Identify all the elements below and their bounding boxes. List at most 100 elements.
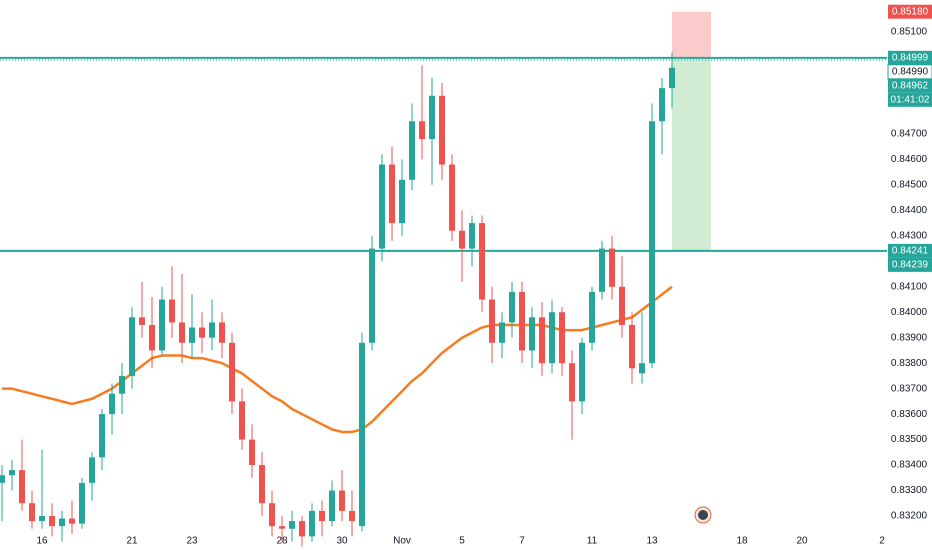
x-tick-label: 20	[796, 536, 808, 547]
price-label-box	[888, 50, 932, 65]
candle-body	[639, 363, 645, 374]
x-tick-label: 11	[587, 536, 598, 547]
candle-body	[649, 121, 655, 364]
x-tick-label: 7	[519, 536, 525, 547]
candle-body	[209, 322, 215, 338]
x-tick-label: 21	[126, 536, 138, 547]
stop-zone	[672, 11, 711, 58]
candle-body	[49, 515, 55, 527]
candle-body	[299, 521, 305, 537]
candle-body	[199, 327, 205, 338]
candle-body	[619, 286, 625, 325]
y-tick-label: 0.83500	[891, 434, 928, 445]
candle-body	[379, 164, 385, 249]
y-tick-label: 0.83700	[891, 383, 928, 394]
x-tick-label: 23	[186, 536, 198, 547]
candle-body	[479, 223, 485, 300]
price-label-box	[888, 78, 932, 93]
price-label-box	[888, 4, 932, 19]
candle-body	[89, 457, 95, 483]
price-label: 0.84962	[892, 80, 929, 91]
y-tick-label: 0.83800	[891, 358, 928, 369]
y-tick-label: 0.85100	[891, 27, 928, 38]
candle-body	[279, 526, 285, 529]
candle-body	[9, 470, 15, 476]
candle-body	[29, 503, 35, 522]
candle-body	[489, 299, 495, 343]
candle-body	[339, 490, 345, 511]
candle-body	[499, 322, 505, 343]
price-label: 0.85180	[892, 6, 929, 17]
candle-body	[509, 291, 515, 323]
candle-body	[169, 299, 175, 323]
candle-body	[419, 121, 425, 140]
y-tick-label: 0.84500	[891, 180, 928, 191]
price-label: 0.84241	[892, 246, 929, 257]
x-tick-label: 16	[36, 536, 48, 547]
y-tick-label: 0.84100	[891, 281, 928, 292]
candle-body	[109, 393, 115, 415]
candle-body	[609, 248, 615, 287]
candle-body	[439, 95, 445, 165]
price-label: 0.84999	[892, 52, 929, 63]
target-zone	[672, 57, 711, 251]
candle-body	[179, 322, 185, 343]
candle-body	[319, 510, 325, 522]
candle-body	[399, 179, 405, 224]
candle-body	[459, 230, 465, 249]
candle-body	[329, 490, 335, 522]
candle-body	[79, 482, 85, 524]
y-tick-label: 0.84700	[891, 129, 928, 140]
candle-body	[349, 510, 355, 522]
candle-body	[229, 342, 235, 402]
candle-body	[39, 515, 45, 522]
y-tick-label: 0.84300	[891, 230, 928, 241]
candle-body	[149, 324, 155, 351]
price-label: 0.84990	[892, 66, 929, 77]
x-tick-label: 28	[276, 536, 288, 547]
icon-core[interactable]	[698, 510, 708, 520]
price-label: 01:41:02	[891, 94, 930, 105]
candle-body	[519, 291, 525, 351]
y-tick-label: 0.83900	[891, 332, 928, 343]
candle-body	[189, 327, 195, 343]
x-tick-label: 5	[459, 536, 465, 547]
y-tick-label: 0.83300	[891, 485, 928, 496]
y-tick-label: 0.83400	[891, 460, 928, 471]
x-tick-label: 18	[736, 536, 748, 547]
candle-body	[129, 317, 135, 376]
y-tick-label: 0.84400	[891, 205, 928, 216]
y-tick-label: 0.83200	[891, 511, 928, 522]
drawing-icon[interactable]	[694, 506, 712, 524]
candle-body	[59, 518, 65, 527]
candle-body	[629, 324, 635, 369]
candle-body	[529, 317, 535, 351]
candle-body	[159, 299, 165, 351]
candle-body	[259, 465, 265, 504]
candle-body	[0, 475, 5, 483]
candle-body	[219, 322, 225, 343]
price-label: 0.84239	[892, 260, 929, 271]
price-label-box	[888, 243, 932, 258]
candle-body	[579, 342, 585, 402]
candle-body	[99, 414, 105, 458]
candle-body	[469, 223, 475, 249]
candle-body	[559, 312, 565, 364]
candle-body	[139, 317, 145, 325]
x-tick-label: 13	[646, 536, 658, 547]
y-tick-label: 0.83600	[891, 409, 928, 420]
candle-body	[289, 521, 295, 529]
candle-body	[389, 164, 395, 224]
y-tick-label: 0.84600	[891, 154, 928, 165]
price-label-box	[888, 92, 932, 107]
x-tick-label: Nov	[393, 536, 411, 547]
y-tick-label: 0.84000	[891, 307, 928, 318]
candle-body	[409, 121, 415, 180]
candle-body	[589, 291, 595, 343]
candle-body	[249, 439, 255, 466]
x-tick-label: 30	[336, 536, 348, 547]
candle-body	[539, 317, 545, 364]
candle-body	[659, 88, 665, 122]
